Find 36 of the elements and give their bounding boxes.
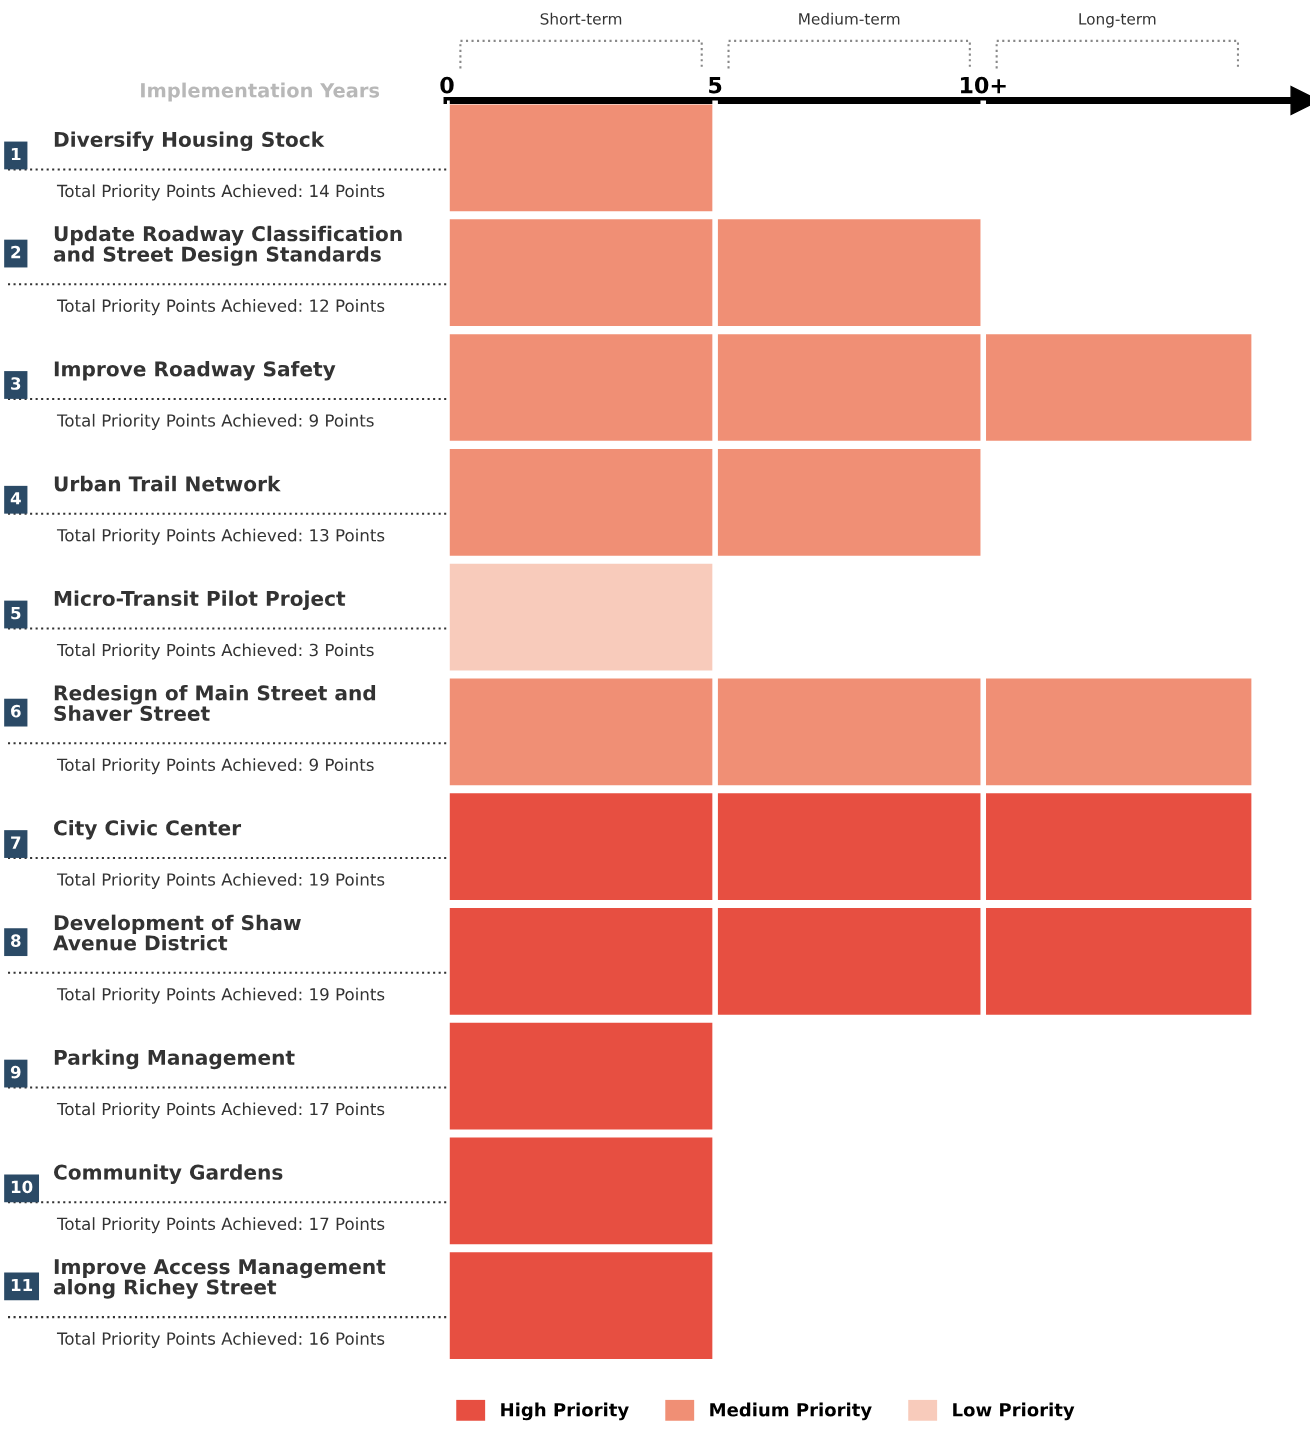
- text: Total Priority Points Achieved: 16 Points: [56, 1331, 385, 1349]
- text: Total Priority Points Achieved: 17 Points: [56, 1217, 385, 1234]
- category-label: 6 Redesign of Main Street and Shaver Street: [11, 684, 376, 721]
- text: Total Priority Points Achieved: 19 Points: [56, 987, 385, 1004]
- category-label: 11 Improve Access Management along Richey Street: [11, 1259, 386, 1299]
- text: Total Priority Points Achieved: 9 Points: [56, 758, 374, 775]
- text: Total Priority Points Achieved: 3 Points: [56, 643, 374, 660]
- text: Total Priority Points Achieved: 13 Points: [56, 528, 385, 545]
- category-label: 4 Urban Trail Network: [10, 475, 281, 505]
- legend-label: Medium Priority: [710, 1402, 872, 1421]
- text: Short-term: [540, 12, 622, 25]
- text: Total Priority Points Achieved: 19 Points: [56, 872, 385, 890]
- text: Total Priority Points Achieved: 14 Points: [56, 184, 385, 201]
- x-tick-label: 5: [709, 76, 722, 94]
- x-tick-label: 10+: [960, 76, 1006, 94]
- category-label: 10 Community Gardens: [11, 1164, 283, 1194]
- category-label: 1 Diversify Housing Stock: [11, 131, 325, 161]
- category-label: 2 Update Roadway Classification and Street Design Standards: [11, 225, 402, 266]
- legend-label: Low Priority: [953, 1402, 1075, 1421]
- category-label: 9 Parking Management: [10, 1049, 295, 1079]
- x-tick-label: 0: [440, 76, 454, 94]
- text: Long-term: [1079, 13, 1156, 28]
- category-label: 3 Improve Roadway Safety: [11, 360, 336, 390]
- x-axis-title: Implementation Years: [141, 82, 380, 102]
- bar: [447, 907, 1252, 1015]
- text: Total Priority Points Achieved: 17 Points: [56, 1102, 385, 1119]
- text: Total Priority Points Achieved: 12 Points: [56, 299, 385, 316]
- bar: [447, 793, 1252, 900]
- legend-label: High Priority: [501, 1402, 629, 1421]
- bar: [447, 678, 1252, 786]
- text: Total Priority Points Achieved: 9 Points: [56, 413, 374, 430]
- category-label: 8 Development of Shaw Avenue District: [11, 914, 301, 951]
- text: Medium-term: [799, 12, 900, 25]
- category-label: 5 Micro-Transit Pilot Project: [11, 590, 346, 620]
- category-label: 7 City Civic Center: [11, 819, 242, 849]
- bar: [447, 334, 1252, 441]
